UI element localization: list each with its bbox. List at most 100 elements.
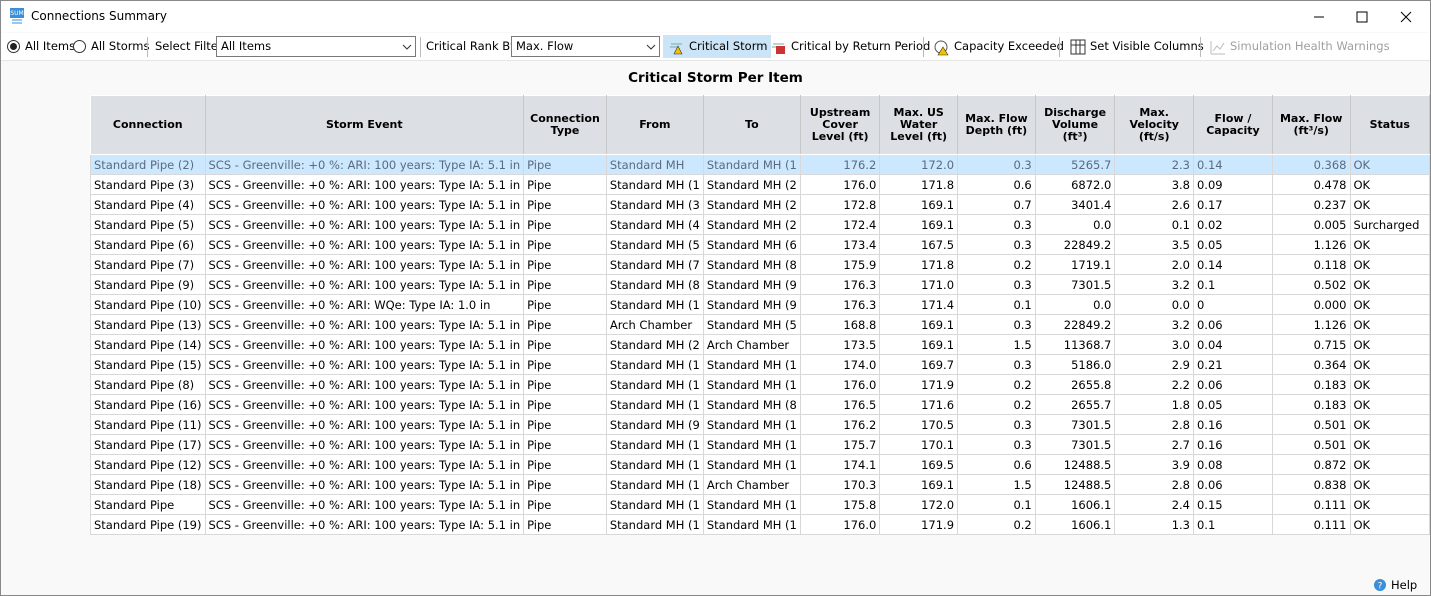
filter-combo[interactable]: All Items	[216, 36, 416, 57]
table-cell: 0.118	[1271, 254, 1351, 275]
window-controls[interactable]	[1301, 7, 1421, 27]
table-cell: Standard Pipe (11)	[90, 414, 206, 435]
table-cell: 0.1	[957, 494, 1036, 515]
table-row[interactable]: Standard Pipe (15) SCS - Greenville: +0 %…	[90, 354, 1430, 375]
table-row[interactable]: Standard Pipe (3) SCS - Greenville: +0 %:…	[90, 174, 1430, 195]
column-header: Connection	[90, 95, 206, 155]
help-link[interactable]: Help	[1391, 578, 1418, 592]
table-cell: Pipe	[523, 434, 607, 455]
table-cell: Standard MH (1	[605, 394, 704, 415]
app-icon: SUM	[10, 8, 24, 24]
table-row[interactable]: Standard Pipe (16) SCS - Greenville: +0 %…	[90, 394, 1430, 415]
table-cell: 0.3	[957, 354, 1036, 375]
table-cell: Standard MH (1	[702, 354, 801, 375]
table-cell: 0.237	[1271, 194, 1351, 215]
table-cell: 0.15	[1192, 494, 1273, 515]
column-header: Status	[1349, 95, 1430, 155]
table-cell: 176.5	[799, 394, 881, 415]
table-cell: 171.9	[879, 514, 959, 535]
table-cell: 0.17	[1192, 194, 1273, 215]
table-cell: 0.3	[957, 214, 1036, 235]
table-cell: 0.3	[957, 274, 1036, 295]
icon	[1210, 41, 1225, 55]
table-cell: 0.06	[1192, 374, 1273, 395]
table-cell: SCS - Greenville: +0 %: ARI: 100 years: …	[204, 434, 525, 455]
dropdown-arrow	[646, 44, 656, 50]
table-cell: Standard Pipe (10)	[90, 294, 206, 315]
button-label: Critical Storm	[689, 39, 768, 53]
table-cell: 2.2	[1114, 374, 1194, 395]
table-row[interactable]: Standard Pipe (8) SCS - Greenville: +0 %:…	[90, 374, 1430, 395]
table-cell: 0.21	[1192, 354, 1273, 375]
table-cell: 3401.4	[1034, 194, 1116, 215]
table-cell: OK	[1349, 494, 1430, 515]
radio-all-items[interactable]	[7, 40, 20, 53]
column-header: Max. Flow (ft³/s)	[1271, 95, 1351, 155]
table-cell: 173.4	[799, 234, 881, 255]
set-columns-button[interactable]: Set Visible Columns	[1064, 35, 1208, 58]
table-row[interactable]: Standard Pipe (6) SCS - Greenville: +0 %:…	[90, 234, 1430, 255]
critical-storm-button[interactable]: Critical Storm	[663, 35, 772, 58]
table-cell: 171.6	[879, 394, 959, 415]
table-row[interactable]: Standard Pipe (7) SCS - Greenville: +0 %:…	[90, 254, 1430, 275]
table-cell: Standard MH (2	[702, 174, 801, 195]
table-cell: 0	[1192, 294, 1273, 315]
table-cell: OK	[1349, 454, 1430, 475]
table-row[interactable]: Standard Pipe (5) SCS - Greenville: +0 %:…	[90, 214, 1430, 235]
table-row[interactable]: Standard Pipe (14) SCS - Greenville: +0 %…	[90, 334, 1430, 355]
table-row[interactable]: Standard Pipe (18) SCS - Greenville: +0 %…	[90, 474, 1430, 495]
rank-combo[interactable]: Max. Flow	[511, 36, 660, 57]
return-period-button[interactable]: Critical by Return Period	[765, 35, 934, 58]
table-cell: 0.05	[1192, 234, 1273, 255]
table-row[interactable]: Standard Pipe (2) SCS - Greenville: +0 %:…	[90, 154, 1430, 175]
table-cell: Standard Pipe (7)	[90, 254, 206, 275]
table-cell: 176.0	[799, 374, 881, 395]
table-cell: 0.0	[1034, 214, 1116, 235]
table-row[interactable]: Standard Pipe (11) SCS - Greenville: +0 %…	[90, 414, 1430, 435]
radio-label[interactable]: All Storms	[91, 39, 150, 53]
table-cell: Pipe	[523, 174, 607, 195]
table-cell: SCS - Greenville: +0 %: ARI: 100 years: …	[204, 334, 525, 355]
table-cell: 0.2	[957, 394, 1036, 415]
table-cell: Standard MH (8	[702, 394, 801, 415]
table-cell: 1.5	[957, 334, 1036, 355]
button-label: Simulation Health Warnings	[1230, 39, 1390, 53]
radio-label[interactable]: All Items	[25, 39, 76, 53]
table-cell: Standard Pipe (8)	[90, 374, 206, 395]
help-icon[interactable]: ?	[1373, 578, 1387, 592]
table-cell: 1.3	[1114, 514, 1194, 535]
table-row[interactable]: Standard Pipe (13) SCS - Greenville: +0 %…	[90, 314, 1430, 335]
table-cell: OK	[1349, 234, 1430, 255]
table-cell: 7301.5	[1034, 434, 1116, 455]
table-cell: 22849.2	[1034, 314, 1116, 335]
table-cell: 175.7	[799, 434, 881, 455]
table-cell: Standard MH (3	[605, 194, 704, 215]
table-cell: OK	[1349, 194, 1430, 215]
dropdown-arrow	[402, 44, 412, 50]
capacity-exceeded-button[interactable]: Capacity Exceeded	[928, 35, 1068, 58]
table-row[interactable]: Standard Pipe (19) SCS - Greenville: +0 %…	[90, 514, 1430, 535]
table-row[interactable]: Standard Pipe (9) SCS - Greenville: +0 %:…	[90, 274, 1430, 295]
table-cell: OK	[1349, 394, 1430, 415]
table-cell: OK	[1349, 174, 1430, 195]
table-row[interactable]: Standard Pipe (17) SCS - Greenville: +0 %…	[90, 434, 1430, 455]
table-cell: 176.3	[799, 274, 881, 295]
table-cell: 11368.7	[1034, 334, 1116, 355]
table-cell: OK	[1349, 254, 1430, 275]
rank-label: Critical Rank By:	[426, 39, 520, 53]
table-cell: 169.1	[879, 214, 959, 235]
table-row[interactable]: Standard Pipe (4) SCS - Greenville: +0 %:…	[90, 194, 1430, 215]
table-row[interactable]: Standard Pipe (10) SCS - Greenville: +0 %…	[90, 294, 1430, 315]
table-cell: OK	[1349, 314, 1430, 335]
table-cell: Pipe	[523, 414, 607, 435]
table-cell: Pipe	[523, 514, 607, 535]
table-cell: 2.8	[1114, 414, 1194, 435]
table-row[interactable]: Standard Pipe SCS - Greenville: +0 %: ARI…	[90, 494, 1430, 515]
table-row[interactable]: Standard Pipe (12) SCS - Greenville: +0 %…	[90, 454, 1430, 475]
table-cell: 3.0	[1114, 334, 1194, 355]
radio-all-storms[interactable]	[73, 40, 86, 53]
column-header: From	[605, 95, 704, 155]
table-cell: Pipe	[523, 494, 607, 515]
table-cell: Standard MH (9	[702, 274, 801, 295]
